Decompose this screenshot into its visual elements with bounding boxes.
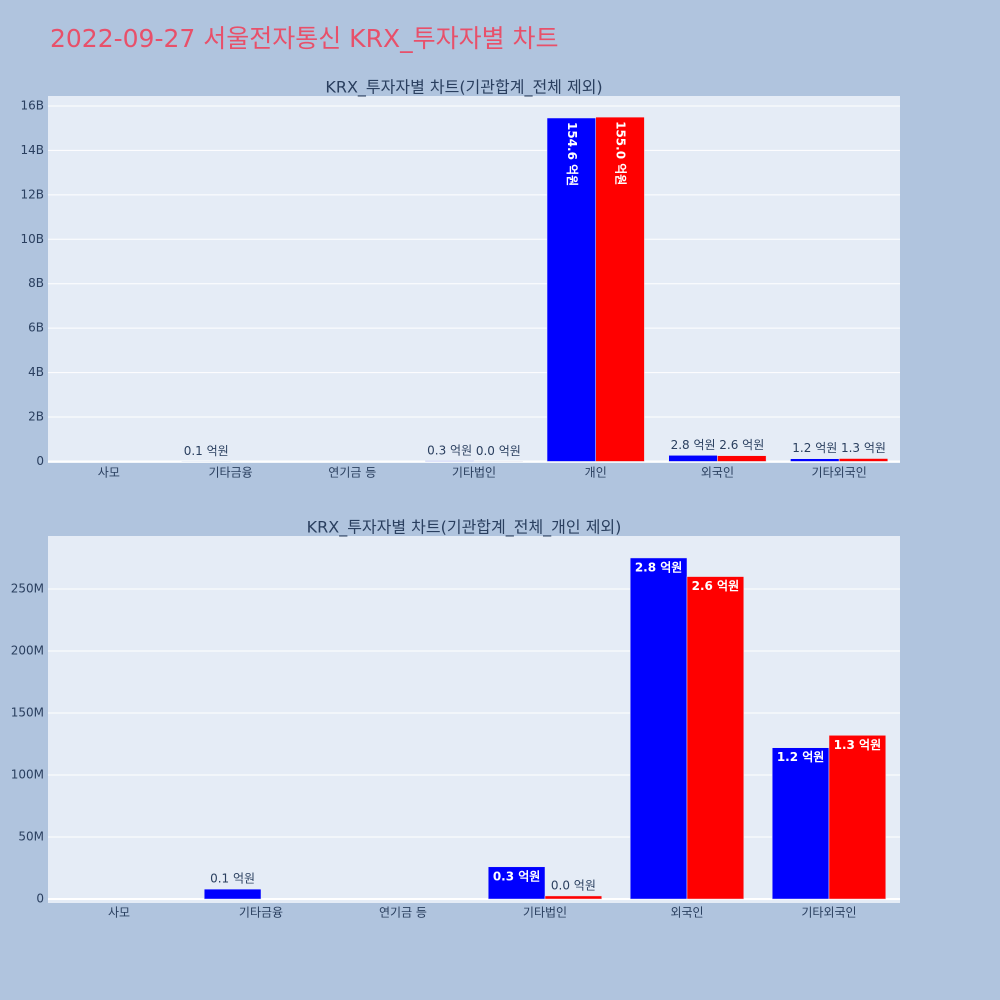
y-tick-label: 200M	[11, 643, 44, 657]
y-tick-label: 16B	[20, 98, 44, 112]
x-tick-label: 기타외국인	[801, 906, 856, 920]
value-label: 2.8 억원	[635, 560, 683, 574]
x-tick-label: 사모	[108, 906, 130, 920]
y-tick-label: 12B	[20, 187, 44, 201]
x-tick-label: 기타외국인	[812, 466, 867, 480]
value-label: 0.0 억원	[476, 444, 521, 458]
x-tick-label: 외국인	[670, 906, 703, 920]
value-label: 1.3 억원	[834, 738, 882, 752]
x-tick-label: 기타금융	[239, 906, 283, 920]
value-label: 0.3 억원	[493, 869, 541, 883]
bar	[668, 455, 718, 462]
bar	[425, 460, 475, 462]
value-label: 1.2 억원	[777, 750, 825, 764]
chart-title: KRX_투자자별 차트(기관합계_전체 제외)	[325, 78, 602, 98]
y-tick-label: 10B	[20, 232, 44, 246]
value-label: 0.3 억원	[427, 443, 472, 457]
value-label: 2.6 억원	[719, 438, 764, 452]
y-tick-label: 2B	[28, 410, 44, 424]
y-tick-label: 50M	[18, 830, 44, 844]
bar	[686, 576, 745, 900]
y-tick-label: 100M	[11, 768, 44, 782]
bar	[838, 458, 889, 462]
value-label: 1.2 억원	[792, 441, 837, 455]
value-label: 155.0 억원	[614, 121, 628, 185]
y-tick-label: 0	[36, 454, 44, 468]
value-label: 1.3 억원	[841, 441, 886, 455]
chart-title: KRX_투자자별 차트(기관합계_전체_개인 제외)	[307, 518, 622, 538]
value-label: 0.0 억원	[551, 878, 596, 892]
bar	[771, 747, 830, 900]
y-tick-label: 8B	[28, 276, 44, 290]
bar	[487, 866, 546, 900]
x-tick-label: 개인	[585, 466, 607, 480]
y-tick-label: 6B	[28, 321, 44, 335]
value-label: 2.6 억원	[692, 579, 740, 593]
bar	[629, 557, 688, 900]
bar	[595, 116, 645, 462]
x-tick-label: 기타법인	[523, 906, 567, 920]
value-label: 2.8 억원	[671, 438, 716, 452]
value-label: 0.1 억원	[184, 444, 229, 458]
x-tick-label: 기타법인	[452, 466, 496, 480]
value-label: 0.1 억원	[210, 872, 255, 886]
bar	[717, 455, 767, 462]
y-tick-label: 0	[36, 892, 44, 906]
y-tick-label: 250M	[11, 581, 44, 595]
y-tick-label: 4B	[28, 365, 44, 379]
plot-area	[48, 536, 900, 903]
bar	[790, 458, 840, 462]
x-tick-label: 외국인	[701, 466, 734, 480]
y-tick-label: 14B	[20, 143, 44, 157]
value-label: 154.6 억원	[565, 122, 579, 186]
plot-area	[48, 96, 900, 463]
bar	[828, 735, 887, 900]
bar	[544, 895, 603, 900]
bar	[203, 888, 262, 900]
y-tick-label: 150M	[11, 705, 44, 719]
x-tick-label: 기타금융	[208, 466, 252, 480]
x-tick-label: 연기금 등	[328, 466, 376, 480]
x-tick-label: 사모	[98, 466, 120, 480]
x-tick-label: 연기금 등	[379, 906, 427, 920]
page-title: 2022-09-27 서울전자통신 KRX_투자자별 차트	[50, 24, 559, 53]
